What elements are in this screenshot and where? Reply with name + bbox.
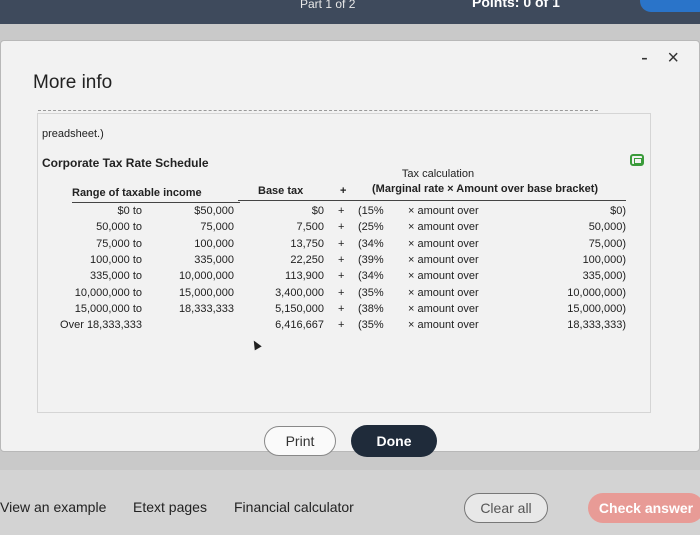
cell-from: 100,000 to	[90, 253, 142, 266]
cell-x: × amount over	[408, 253, 479, 266]
table-row: 75,000 to 100,000 13,750 + (34% × amount over…	[38, 238, 652, 254]
cell-base: 13,750	[290, 237, 324, 250]
cell-from: 75,000 to	[96, 237, 142, 250]
schedule-title: Corporate Tax Rate Schedule	[42, 156, 209, 170]
divider	[38, 110, 598, 111]
part-indicator: Part 1 of 2	[300, 0, 356, 11]
more-info-dialog: - × More info preadsheet.) Corporate Tax…	[0, 40, 700, 457]
minimize-icon[interactable]: -	[641, 47, 648, 69]
cell-from: 50,000 to	[96, 221, 142, 234]
tax-header-line	[238, 200, 626, 201]
cell-from: 335,000 to	[90, 270, 142, 283]
done-button[interactable]: Done	[351, 425, 437, 457]
table-row: 10,000,000 to 15,000,000 3,400,000 + (35% × a…	[38, 287, 652, 303]
table-row: $0 to $50,000 $0 + (15% × amount over $0)	[38, 205, 652, 221]
cell-to: 335,000	[194, 253, 234, 266]
tax-schedule-box: preadsheet.) Corporate Tax Rate Schedule…	[37, 110, 652, 413]
view-example-link[interactable]: View an example	[0, 499, 107, 515]
cell-plus: +	[338, 302, 345, 315]
cell-rate: (35%	[358, 319, 384, 332]
table-row: 15,000,000 to 18,333,333 5,150,000 + (38% × a…	[38, 303, 652, 319]
bottom-bar: View an example Etext pages Financial ca…	[0, 470, 700, 535]
cell-x: × amount over	[408, 302, 479, 315]
table-row: 100,000 to 335,000 22,250 + (39% × amount ove…	[38, 254, 652, 270]
cell-base: 22,250	[290, 253, 324, 266]
cell-rate: (38%	[358, 302, 384, 315]
cell-bracket: 15,000,000)	[567, 302, 626, 315]
cell-plus: +	[338, 319, 345, 332]
financial-calculator-link[interactable]: Financial calculator	[234, 499, 354, 515]
calc-title: Tax calculation	[401, 168, 475, 180]
cell-to: 100,000	[194, 237, 234, 250]
cell-base: $0	[311, 205, 324, 217]
cell-bracket: $0)	[610, 205, 626, 217]
table-row: 50,000 to 75,000 7,500 + (25% × amount over 50…	[38, 221, 652, 237]
cell-x: × amount over	[408, 205, 479, 217]
cell-x: × amount over	[408, 237, 479, 250]
top-right-pill[interactable]	[640, 0, 700, 12]
cell-x: × amount over	[408, 270, 479, 283]
cell-x: × amount over	[408, 319, 479, 332]
mouse-cursor-icon	[250, 338, 262, 351]
range-header-line	[72, 202, 240, 203]
cell-from: Over 18,333,333	[60, 319, 142, 332]
cell-bracket: 10,000,000)	[567, 286, 626, 299]
range-header: Range of taxable income	[72, 187, 202, 199]
dialog-title: More info	[33, 72, 113, 93]
spreadsheet-label: preadsheet.)	[42, 128, 104, 140]
cell-bracket: 75,000)	[588, 237, 626, 250]
cell-rate: (34%	[358, 237, 384, 250]
cell-rate: (39%	[358, 253, 384, 266]
cell-base: 6,416,667	[275, 319, 324, 332]
cell-rate: (25%	[358, 221, 384, 234]
cell-from: 15,000,000 to	[74, 302, 142, 315]
cell-bracket: 50,000)	[588, 221, 626, 234]
cell-base: 5,150,000	[275, 302, 324, 315]
cell-to: 10,000,000	[178, 270, 234, 283]
copy-icon[interactable]	[630, 154, 644, 166]
table-row: Over 18,333,333 6,416,667 + (35% × amount ov…	[38, 319, 652, 335]
cell-plus: +	[338, 286, 345, 299]
points-indicator: Points: 0 of 1	[472, 0, 560, 10]
plus-header: +	[340, 185, 347, 197]
table-row: 335,000 to 10,000,000 113,900 + (34% × amount…	[38, 270, 652, 286]
clear-all-button[interactable]: Clear all	[464, 493, 548, 523]
check-answer-button[interactable]: Check answer	[588, 493, 700, 523]
cell-rate: (35%	[358, 286, 384, 299]
cell-to: 18,333,333	[178, 302, 234, 315]
cell-bracket: 18,333,333)	[567, 319, 626, 332]
cell-bracket: 335,000)	[582, 270, 626, 283]
cell-from: $0 to	[117, 205, 142, 217]
close-icon[interactable]: ×	[667, 47, 679, 69]
window-controls: - ×	[627, 47, 679, 70]
cell-plus: +	[338, 237, 345, 250]
cell-rate: (15%	[358, 205, 384, 217]
cell-x: × amount over	[408, 286, 479, 299]
base-tax-header: Base tax	[258, 185, 304, 197]
cell-from: 10,000,000 to	[74, 286, 142, 299]
cell-x: × amount over	[408, 221, 479, 234]
cell-rate: (34%	[358, 270, 384, 283]
cell-bracket: 100,000)	[582, 253, 626, 266]
cell-to: 15,000,000	[178, 286, 234, 299]
cell-plus: +	[338, 205, 345, 217]
top-bar: Part 1 of 2 Points: 0 of 1	[0, 0, 700, 24]
cell-base: 7,500	[296, 221, 324, 234]
cell-base: 3,400,000	[275, 286, 324, 299]
cell-plus: +	[338, 253, 345, 266]
print-button[interactable]: Print	[264, 426, 336, 456]
cell-plus: +	[338, 270, 345, 283]
cell-to: 75,000	[200, 221, 234, 234]
calc-subtitle: (Marginal rate × Amount over base bracke…	[372, 183, 599, 195]
cell-plus: +	[338, 221, 345, 234]
cell-to: $50,000	[194, 205, 234, 217]
etext-pages-link[interactable]: Etext pages	[133, 499, 207, 515]
cell-base: 113,900	[285, 270, 324, 283]
